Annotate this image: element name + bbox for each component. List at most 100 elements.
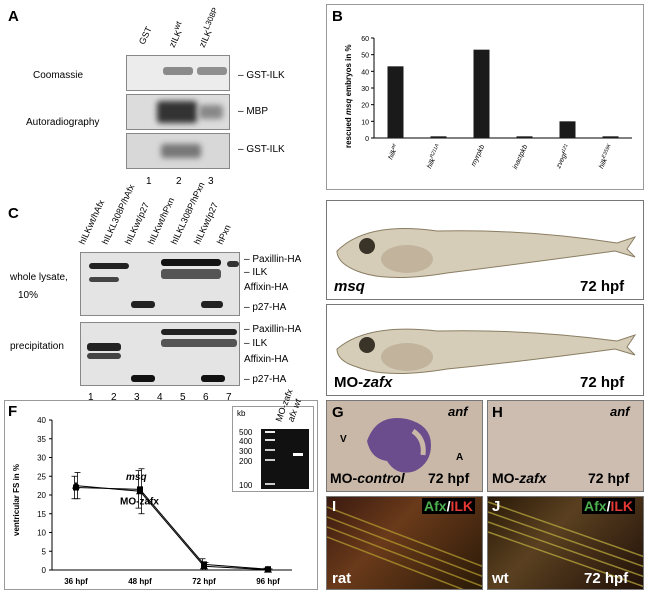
y-tick-label: 60 <box>361 36 369 43</box>
chart-b: 0 10 20 30 40 50 60 hilkwt hilkR211A myrpkb inactp… <box>361 36 632 171</box>
blot-autorad-mbp <box>126 94 230 130</box>
x-tick-label: 72 hpf <box>192 577 216 586</box>
panel-label-h: H <box>492 404 503 421</box>
blot-whole-lysate <box>80 252 240 316</box>
ish-time-h: 72 hpf <box>588 470 630 486</box>
band-label-paxillin: – Paxillin-HA <box>244 254 302 265</box>
blot-band <box>131 375 155 382</box>
gel-kb-label: kb <box>237 409 246 418</box>
lane-label-zilk-wt: zILKwt <box>166 19 184 49</box>
series-label-mo-zafx: MO-zafx <box>120 496 159 507</box>
chamber-label-a: A <box>456 452 464 463</box>
zebrafish-icon <box>336 228 637 278</box>
blot-band <box>131 301 155 308</box>
panel-label-i: I <box>332 498 337 515</box>
y-tick-label: 35 <box>37 435 46 444</box>
band-label-affixin-2: Affixin-HA <box>244 354 289 365</box>
row-label-precipitation: precipitation <box>10 341 64 352</box>
y-tick-label: 30 <box>361 86 369 93</box>
lane-number: 6 <box>203 392 209 403</box>
ish-label-mo-control: MO-control <box>330 470 405 486</box>
lane-number: 4 <box>157 392 163 403</box>
y-tick-label: 5 <box>42 547 47 556</box>
stain-label-anf-h: anf <box>610 404 630 419</box>
blot-band <box>157 101 197 123</box>
lane-label-gst: GST <box>136 24 154 46</box>
lane-number: 2 <box>111 392 117 403</box>
panel-label-a: A <box>8 8 19 25</box>
x-tick-label: hilkR211A <box>424 142 443 169</box>
chart-f: 0 5 10 15 20 25 30 35 40 36 hpf 48 hpf 72 hpf 96 hpf… <box>37 416 292 586</box>
x-tick-label: myrpkb <box>470 144 486 168</box>
lane-number: 3 <box>134 392 140 403</box>
band-label-mbp: – MBP <box>238 106 269 117</box>
band-label-ilk-2: – ILK <box>244 338 268 349</box>
ish-image-control <box>326 400 483 492</box>
blot-band <box>161 269 221 279</box>
panel-f-frame <box>4 400 318 590</box>
gel-ladder-300: 300 <box>239 447 253 456</box>
blot-band <box>197 67 227 75</box>
panel-label-g: G <box>332 404 344 421</box>
y-tick-label: 50 <box>361 53 369 60</box>
data-point <box>136 487 144 495</box>
x-tick-label: zvegf121 <box>553 143 572 171</box>
blot-band <box>161 144 201 158</box>
bar <box>559 121 576 138</box>
heart-stain-icon <box>367 417 431 473</box>
y-tick-label: 40 <box>361 69 369 76</box>
y-tick-label: 30 <box>37 454 46 463</box>
blot-band <box>87 353 121 359</box>
bar <box>387 66 404 138</box>
y-tick-label: 40 <box>37 416 46 425</box>
blot-autorad-gst-ilk <box>126 133 230 169</box>
gel-ladder-400: 400 <box>239 437 253 446</box>
muscle-fiber-icon <box>488 501 643 588</box>
stain-legend-j: Afx/ILK <box>582 498 636 514</box>
y-tick-label: 0 <box>42 566 47 575</box>
lane-number: 5 <box>180 392 186 403</box>
bar <box>430 136 447 138</box>
row-label-coomassie: Coomassie <box>33 70 84 81</box>
blot-band <box>89 263 129 269</box>
blot-band <box>89 277 119 282</box>
band-label-ilk: – ILK <box>244 267 268 278</box>
blot-band <box>201 301 223 308</box>
series-label-msq: msq <box>126 472 147 483</box>
y-tick-label: 10 <box>37 529 46 538</box>
lane-number: 1 <box>146 176 152 187</box>
y-tick-label: 15 <box>37 510 46 519</box>
gel-inset: kb MO-zafx afx wt 500 400 300 200 100 <box>232 388 314 492</box>
lane-label-c-7: hPxn <box>214 223 233 246</box>
blot-band <box>161 339 237 347</box>
blot-band <box>199 105 223 119</box>
x-tick-label: 96 hpf <box>256 577 280 586</box>
bar <box>473 49 490 138</box>
ish-image-mo-zafx <box>487 400 644 492</box>
gel-ladder-100: 100 <box>239 481 253 490</box>
gel-ladder-200: 200 <box>239 457 253 466</box>
ish-label-mo-zafx: MO-zafx <box>492 470 547 486</box>
lane-number: 2 <box>176 176 182 187</box>
data-point <box>264 565 272 573</box>
band-label-gst-ilk: – GST-ILK <box>238 70 285 81</box>
row-label-10pct: 10% <box>18 290 39 301</box>
panel-label-c: C <box>8 205 19 222</box>
panel-label-j: J <box>492 498 501 515</box>
panel-label-f: F <box>8 403 18 420</box>
stain-legend-i: Afx/ILK <box>422 498 476 514</box>
panel-label-b: B <box>332 8 343 25</box>
fish-image-msq <box>326 200 644 300</box>
blot-band <box>161 259 221 266</box>
fish-label-msq: msq <box>334 278 365 295</box>
fish-time-e: 72 hpf <box>580 374 625 391</box>
fish-image-mo-zafx <box>326 304 644 396</box>
y-tick-label: 25 <box>37 472 46 481</box>
if-label-rat: rat <box>332 570 352 587</box>
blot-band <box>201 375 225 382</box>
lane-number: 3 <box>208 176 214 187</box>
lane-label-zilk-l308p: zILKL308P <box>196 6 220 49</box>
x-tick-label: 36 hpf <box>64 577 88 586</box>
ish-time-g: 72 hpf <box>428 470 470 486</box>
bar <box>602 136 619 138</box>
